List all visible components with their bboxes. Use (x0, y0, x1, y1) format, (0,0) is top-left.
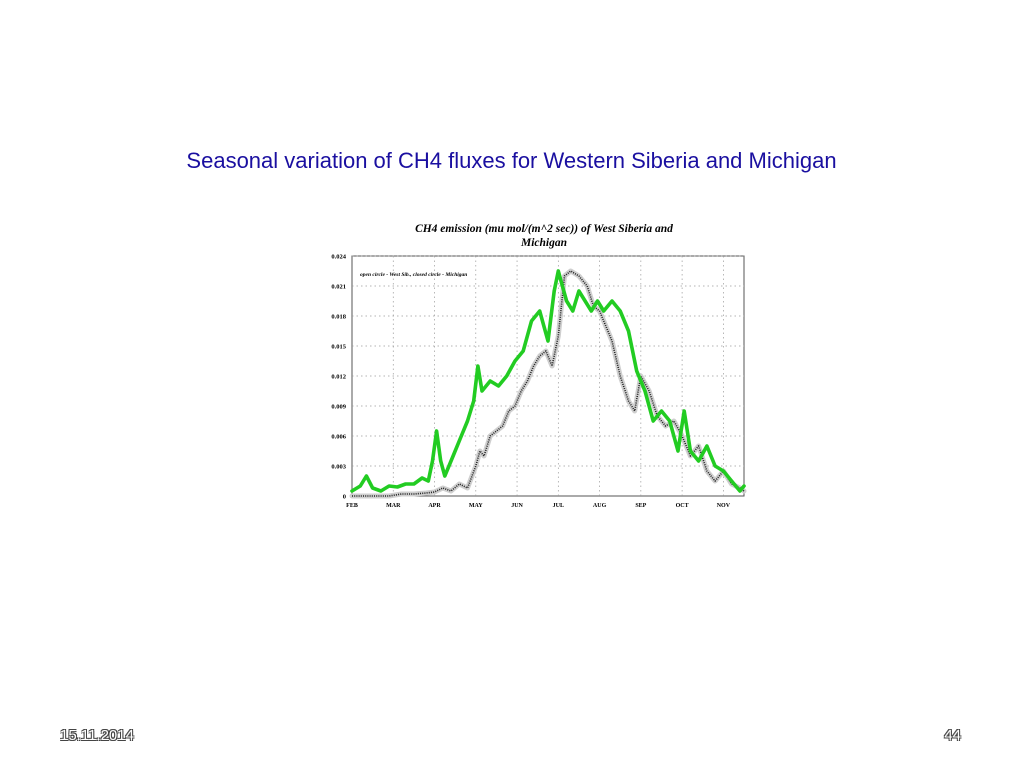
ch4-emission-chart: CH4 emission (mu mol/(m^2 sec)) of West … (318, 214, 758, 514)
y-tick-label: 0.024 (331, 254, 346, 261)
page-number: 44 (944, 727, 961, 744)
y-tick-label: 0.009 (331, 404, 346, 411)
chart-annotation: open circle - West Sib., closed circle -… (360, 272, 467, 278)
series-layer (349, 268, 747, 499)
x-tick-label: APR (428, 503, 441, 509)
y-tick-label: 0.018 (331, 314, 346, 321)
x-tick-label: MAR (386, 503, 401, 509)
x-tick-label: NOV (717, 503, 731, 509)
x-tick-label: JUL (553, 503, 564, 509)
x-tick-label: MAY (469, 503, 483, 509)
y-tick-label: 0.003 (331, 464, 346, 471)
x-tick-label: AUG (593, 503, 607, 509)
x-tick-label: FEB (346, 503, 358, 509)
y-tick-label: 0.006 (331, 434, 346, 441)
x-tick-label: JUN (511, 503, 523, 509)
y-tick-label: 0 (343, 494, 346, 501)
plot-frame (351, 255, 745, 497)
x-tick-label: OCT (676, 503, 689, 509)
footer-date: 15.11.2014 (60, 727, 134, 744)
series-line-west-siberia (350, 269, 746, 493)
tick-layer: 0 0.003 0.006 0.009 0.012 0.015 0.018 0.021 0.02… (331, 254, 730, 510)
slide-title: Seasonal variation of CH4 fluxes for Wes… (186, 148, 837, 173)
y-tick-label: 0.012 (331, 374, 346, 381)
chart-title-line2: Michigan (520, 237, 567, 249)
chart-title-line1: CH4 emission (mu mol/(m^2 sec)) of West … (415, 223, 673, 235)
series-line-michigan-halo (349, 268, 747, 499)
chart-svg: CH4 emission (mu mol/(m^2 sec)) of West … (331, 223, 747, 510)
y-tick-label: 0.021 (331, 284, 346, 291)
x-tick-label: SEP (635, 503, 646, 509)
y-tick-label: 0.015 (331, 344, 346, 351)
